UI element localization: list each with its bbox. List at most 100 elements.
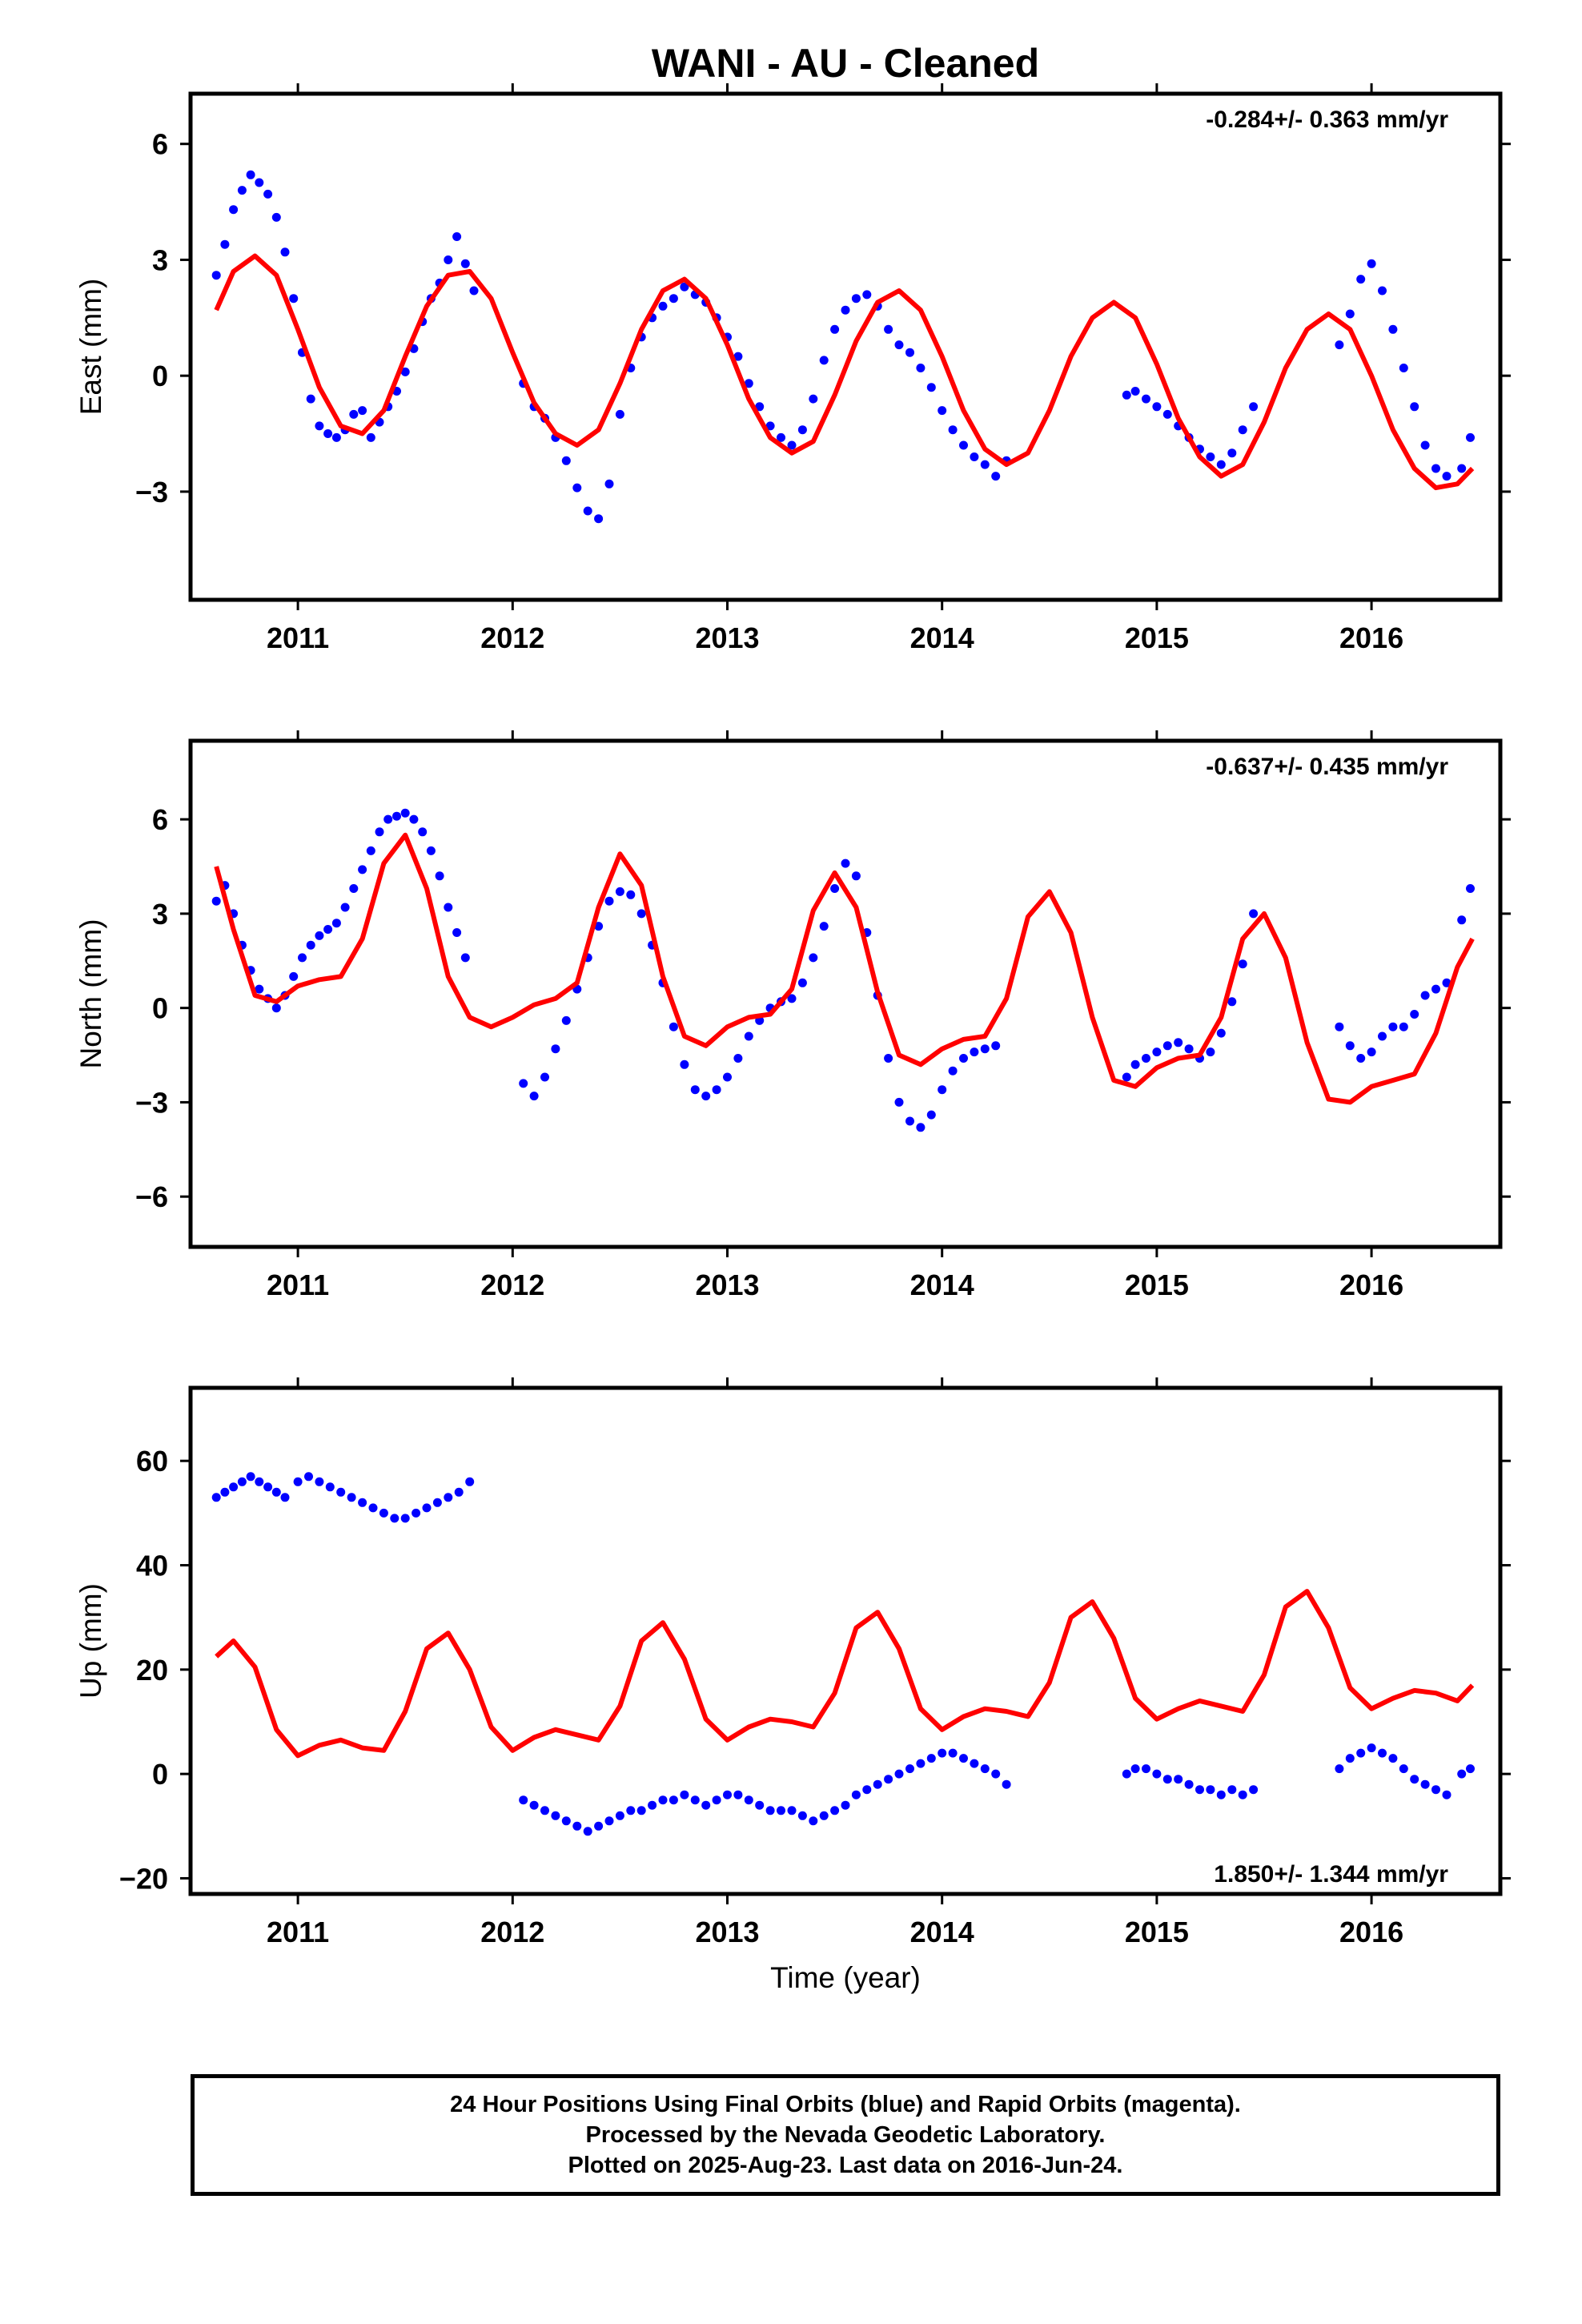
caption-line-3: Plotted on 2025-Aug-23. Last data on 201…: [568, 2153, 1123, 2178]
up-data-point: [744, 1795, 753, 1805]
east-data-point: [1162, 409, 1172, 419]
east-data-point: [366, 432, 375, 442]
chart-title: WANI - AU - Cleaned: [652, 41, 1039, 86]
up-y-tick-label: 60: [136, 1445, 168, 1478]
north-data-point: [1335, 1022, 1344, 1031]
east-data-point: [220, 239, 230, 249]
east-data-point: [280, 247, 290, 257]
up-data-point: [690, 1795, 700, 1805]
east-data-point: [211, 271, 221, 280]
east-data-point: [271, 212, 281, 222]
north-data-point: [561, 1015, 571, 1025]
up-data-point: [658, 1795, 668, 1805]
north-data-point: [1388, 1022, 1398, 1031]
up-data-point: [1002, 1779, 1011, 1789]
north-data-point: [669, 1022, 678, 1031]
up-data-point: [529, 1800, 539, 1810]
north-data-point: [1174, 1038, 1183, 1047]
north-data-point: [894, 1097, 904, 1107]
up-y-axis-label: Up (mm): [74, 1583, 107, 1699]
east-data-point: [733, 352, 743, 361]
up-data-point: [1206, 1785, 1215, 1795]
up-y-tick-label: 40: [136, 1550, 168, 1582]
north-data-point: [435, 871, 444, 881]
north-data-point: [1378, 1031, 1387, 1041]
east-data-point: [926, 383, 936, 392]
east-y-tick-label: −3: [135, 476, 168, 509]
east-y-tick-label: 3: [152, 243, 168, 276]
north-plot-area: [211, 808, 1475, 1132]
north-data-point: [797, 978, 807, 987]
up-data-point: [422, 1503, 432, 1513]
up-data-point: [1195, 1785, 1204, 1795]
north-x-tick-label: 2015: [1125, 1269, 1189, 1301]
north-data-point: [604, 896, 614, 906]
up-data-point: [347, 1493, 356, 1502]
north-data-point: [460, 953, 470, 963]
north-data-point: [1399, 1022, 1408, 1031]
up-data-point: [255, 1477, 264, 1486]
up-data-point: [572, 1821, 582, 1831]
up-data-point: [1184, 1779, 1194, 1789]
east-data-point: [765, 421, 775, 431]
east-data-point: [959, 440, 968, 450]
up-rate-label: 1.850+/- 1.344 mm/yr: [1214, 1861, 1448, 1888]
north-data-point: [519, 1079, 528, 1088]
up-data-point: [229, 1482, 239, 1492]
north-data-point: [1142, 1054, 1150, 1063]
east-data-point: [1367, 259, 1376, 268]
east-data-point: [809, 394, 818, 404]
up-data-point: [1249, 1785, 1259, 1795]
east-data-point: [229, 205, 239, 215]
east-data-point: [1238, 425, 1247, 435]
north-rate-label: -0.637+/- 0.435 mm/yr: [1206, 754, 1448, 780]
north-data-point: [1249, 909, 1259, 919]
north-data-point: [744, 1031, 753, 1041]
east-data-point: [1466, 432, 1475, 442]
north-data-point: [1227, 997, 1237, 1007]
north-data-point: [1206, 1047, 1215, 1057]
east-data-point: [1345, 309, 1355, 319]
east-data-point: [819, 356, 829, 365]
up-model-curve: [215, 1589, 1475, 1759]
east-data-point: [797, 425, 807, 435]
east-data-point: [938, 406, 947, 416]
east-data-point: [669, 294, 678, 304]
north-data-point: [452, 928, 462, 937]
up-data-point: [465, 1477, 475, 1486]
up-data-point: [444, 1493, 453, 1502]
up-data-point: [325, 1482, 335, 1492]
north-data-point: [1431, 984, 1440, 994]
up-data-point: [970, 1759, 979, 1768]
east-data-point: [561, 456, 571, 465]
up-data-point: [583, 1827, 592, 1836]
north-data-point: [905, 1116, 914, 1126]
east-data-point: [830, 324, 840, 334]
up-data-point: [680, 1790, 689, 1799]
east-data-point: [615, 409, 624, 419]
east-x-tick-label: 2012: [480, 621, 544, 654]
east-data-point: [905, 348, 914, 357]
east-data-point: [263, 189, 273, 199]
east-data-point: [1399, 364, 1408, 372]
east-data-point: [349, 409, 359, 419]
east-data-point: [315, 421, 324, 431]
east-x-tick-label: 2013: [695, 621, 759, 654]
up-panel: 2011 2012 2013 2014 2015 2016 −20 0 20 40 60 Up (mm…: [74, 1377, 1511, 1994]
east-rate-label: -0.284+/- 0.363 mm/yr: [1206, 107, 1448, 133]
north-data-point: [331, 919, 341, 928]
up-plot-area: [211, 1472, 1475, 1836]
north-y-tick-label: −6: [135, 1180, 168, 1213]
east-data-point: [862, 290, 872, 300]
north-data-point: [1184, 1044, 1194, 1054]
east-data-point: [1152, 402, 1162, 412]
north-data-point: [970, 1047, 979, 1057]
east-data-point: [948, 425, 958, 435]
up-data-point: [894, 1769, 904, 1779]
north-data-point: [594, 922, 604, 931]
north-data-point: [733, 1054, 743, 1063]
up-data-point: [701, 1800, 711, 1810]
north-data-point: [255, 984, 264, 994]
up-data-point: [884, 1775, 893, 1784]
